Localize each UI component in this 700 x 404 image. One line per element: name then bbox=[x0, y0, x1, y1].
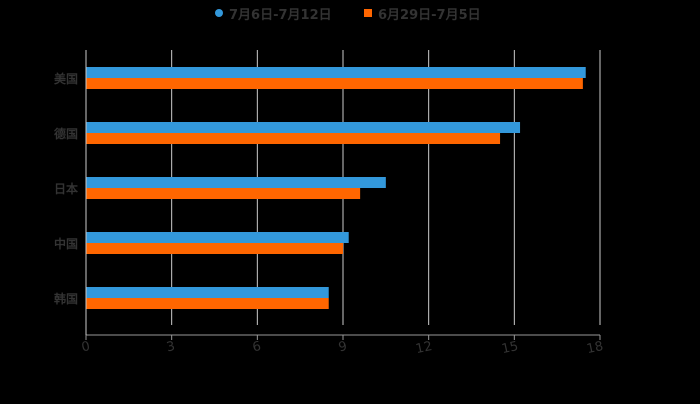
y-category-label: 日本 bbox=[53, 182, 78, 196]
bar[interactable] bbox=[86, 287, 329, 298]
legend: 7月6日-7月12日 6月29日-7月5日 bbox=[0, 3, 700, 23]
bar[interactable] bbox=[86, 67, 586, 78]
legend-item-week-jul6[interactable]: 7月6日-7月12日 bbox=[215, 3, 332, 23]
bar[interactable] bbox=[86, 177, 386, 188]
legend-label: 7月6日-7月12日 bbox=[229, 7, 332, 23]
y-category-label: 中国 bbox=[53, 237, 78, 251]
y-category-label: 德国 bbox=[53, 127, 78, 141]
legend-item-week-jun29[interactable]: 6月29日-7月5日 bbox=[364, 3, 481, 23]
bar[interactable] bbox=[86, 133, 501, 144]
bar[interactable] bbox=[86, 122, 521, 133]
y-category-label: 韩国 bbox=[53, 292, 78, 306]
legend-label: 6月29日-7月5日 bbox=[378, 7, 481, 23]
bar[interactable] bbox=[86, 232, 349, 243]
bar[interactable] bbox=[86, 243, 343, 254]
legend-circle-icon bbox=[215, 9, 223, 17]
bar[interactable] bbox=[86, 298, 329, 309]
y-category-label: 美国 bbox=[53, 72, 78, 86]
legend-square-icon bbox=[364, 9, 372, 17]
bar[interactable] bbox=[86, 188, 361, 199]
bar[interactable] bbox=[86, 78, 583, 89]
